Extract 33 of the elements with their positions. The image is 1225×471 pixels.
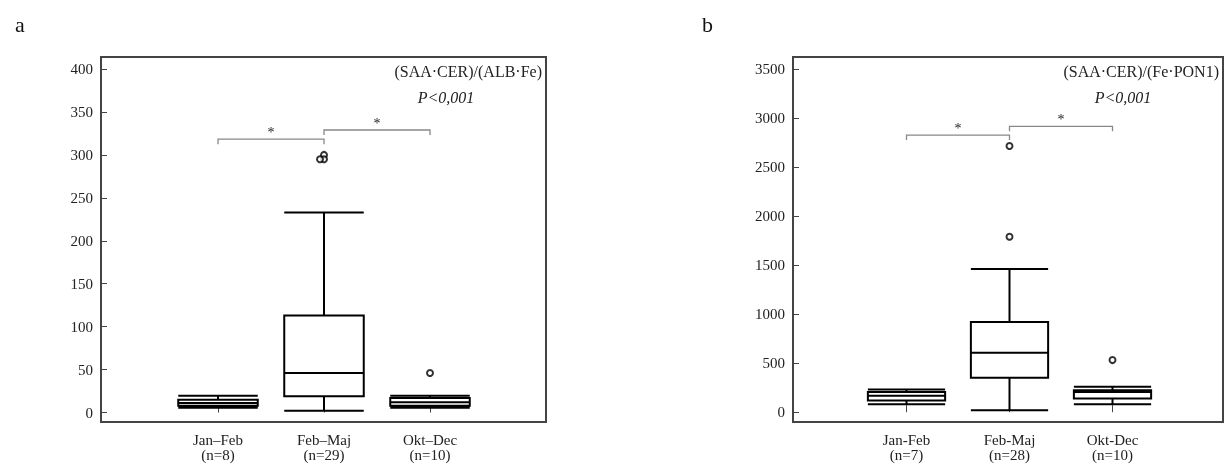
y-tick-label: 0 bbox=[777, 404, 785, 421]
annotation: P<0,001 bbox=[416, 88, 475, 106]
y-tick-label: 350 bbox=[70, 103, 93, 120]
x-tick-label: Jan-Feb (n=7) bbox=[882, 431, 931, 464]
annotation: (SAA·CER)/(ALB·Fe) bbox=[394, 62, 543, 81]
y-tick-label: 1500 bbox=[755, 257, 785, 274]
y-tick-label: 200 bbox=[70, 232, 93, 249]
y-tick-label: 500 bbox=[762, 355, 785, 372]
y-tick-label: 100 bbox=[70, 318, 93, 335]
annotation: * bbox=[267, 124, 275, 140]
annotation: P<0,001 bbox=[1093, 88, 1152, 106]
x-tick-label: Feb-Maj (n=28) bbox=[983, 431, 1036, 464]
y-tick-label: 400 bbox=[70, 61, 93, 78]
x-tick-label: Feb–Maj (n=29) bbox=[296, 431, 352, 464]
annotation: * bbox=[1057, 111, 1065, 127]
y-tick-label: 250 bbox=[70, 189, 93, 206]
annotation: (SAA·CER)/(Fe·PON1) bbox=[1063, 62, 1219, 81]
y-tick-label: 300 bbox=[70, 146, 93, 163]
y-tick-label: 0 bbox=[85, 404, 93, 421]
y-tick-label: 2500 bbox=[755, 158, 785, 175]
annotation: * bbox=[954, 120, 962, 136]
y-tick-label: 3000 bbox=[755, 109, 785, 126]
x-tick-label: Jan–Feb (n=8) bbox=[193, 431, 243, 464]
y-tick-label: 50 bbox=[78, 361, 93, 378]
y-tick-label: 1000 bbox=[755, 306, 785, 323]
annotation: * bbox=[373, 115, 381, 131]
y-tick-label: 3500 bbox=[755, 60, 785, 77]
y-tick-label: 150 bbox=[70, 275, 93, 292]
chart-title: a bbox=[15, 11, 25, 37]
x-tick-label: Okt-Dec (n=10) bbox=[1086, 431, 1139, 464]
chart-title: b bbox=[702, 11, 713, 37]
x-tick-label: Okt–Dec (n=10) bbox=[402, 431, 458, 464]
y-tick-label: 2000 bbox=[755, 207, 785, 224]
